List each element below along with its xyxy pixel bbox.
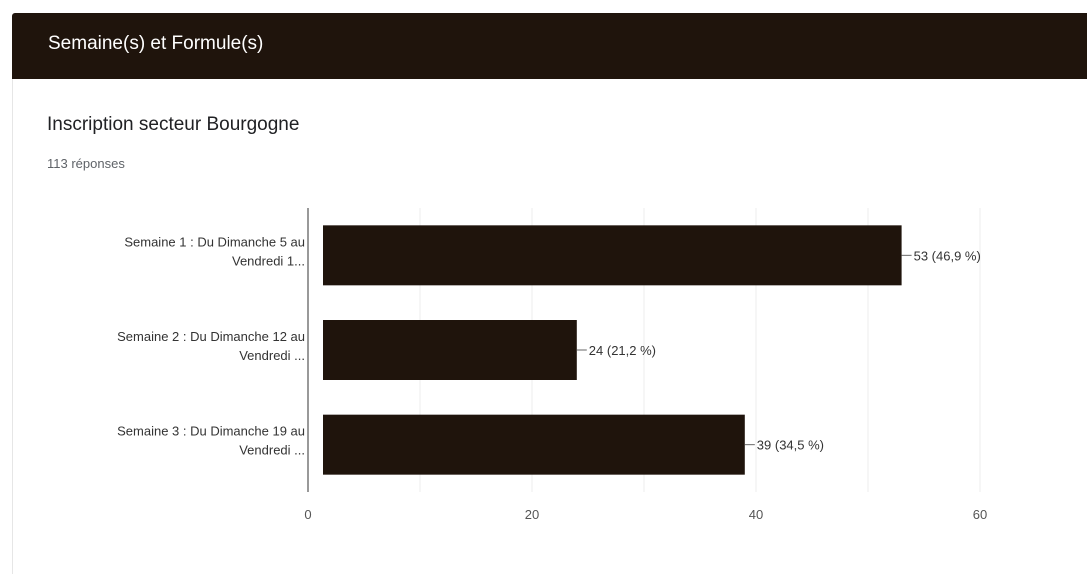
bar [323,225,902,286]
x-tick-label: 0 [304,507,311,522]
category-label: Vendredi ... [239,348,305,363]
category-label: Semaine 3 : Du Dimanche 19 au [117,424,305,439]
category-label: Vendredi ... [239,443,305,458]
section-header: Semaine(s) et Formule(s) [12,13,1087,79]
x-tick-label: 20 [525,507,539,522]
category-label: Semaine 2 : Du Dimanche 12 au [117,329,305,344]
section-title: Semaine(s) et Formule(s) [48,33,264,54]
x-tick-label: 40 [749,507,763,522]
data-label: 53 (46,9 %) [914,248,981,263]
x-tick-label: 60 [973,507,987,522]
data-label: 24 (21,2 %) [589,343,656,358]
data-label: 39 (34,5 %) [757,438,824,453]
category-label: Vendredi 1... [232,253,305,268]
bar [323,320,577,380]
category-label: Semaine 1 : Du Dimanche 5 au [124,234,305,249]
question-title: Inscription secteur Bourgogne [47,114,300,135]
response-count: 113 réponses [47,156,125,171]
bar [323,414,745,475]
